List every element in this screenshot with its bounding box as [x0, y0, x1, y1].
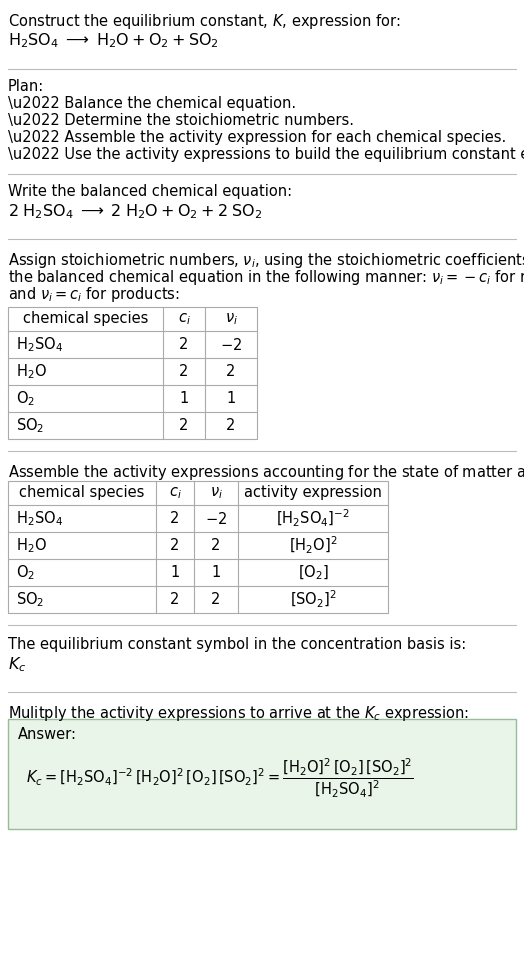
Text: \u2022 Use the activity expressions to build the equilibrium constant expression: \u2022 Use the activity expressions to b…	[8, 147, 524, 162]
Text: 1: 1	[211, 565, 221, 580]
Bar	[8, 307, 257, 439]
Text: 2: 2	[226, 418, 236, 433]
Text: Assemble the activity expressions accounting for the state of matter and $\nu_i$: Assemble the activity expressions accoun…	[8, 463, 524, 482]
Text: $\text{O}_2$: $\text{O}_2$	[16, 389, 35, 407]
Text: $\text{SO}_2$: $\text{SO}_2$	[16, 590, 45, 609]
Text: $K_c = [\text{H}_2\text{SO}_4]^{-2}\,[\text{H}_2\text{O}]^{2}\,[\text{O}_2]\,[\t: $K_c = [\text{H}_2\text{SO}_4]^{-2}\,[\t…	[26, 757, 414, 801]
Text: 2: 2	[211, 538, 221, 553]
Text: 2: 2	[211, 592, 221, 607]
Text: Mulitply the activity expressions to arrive at the $K_c$ expression:: Mulitply the activity expressions to arr…	[8, 704, 469, 723]
Text: \u2022 Assemble the activity expression for each chemical species.: \u2022 Assemble the activity expression …	[8, 130, 506, 145]
Text: $\text{H}_2\text{SO}_4 \;\longrightarrow\; \text{H}_2\text{O} + \text{O}_2 + \te: $\text{H}_2\text{SO}_4 \;\longrightarrow…	[8, 31, 219, 50]
Text: 2: 2	[179, 337, 189, 352]
Bar	[8, 481, 388, 613]
Text: $\text{H}_2\text{O}$: $\text{H}_2\text{O}$	[16, 362, 47, 381]
Text: $[\text{O}_2]$: $[\text{O}_2]$	[298, 563, 329, 581]
Text: 1: 1	[179, 391, 189, 406]
Text: $K_c$: $K_c$	[8, 655, 26, 674]
Text: \u2022 Balance the chemical equation.: \u2022 Balance the chemical equation.	[8, 96, 296, 111]
Text: 1: 1	[226, 391, 236, 406]
Text: $\text{O}_2$: $\text{O}_2$	[16, 563, 35, 581]
Text: Plan:: Plan:	[8, 79, 44, 94]
Text: $-2$: $-2$	[205, 510, 227, 527]
Text: the balanced chemical equation in the following manner: $\nu_i = -c_i$ for react: the balanced chemical equation in the fo…	[8, 268, 524, 287]
Text: 2: 2	[170, 538, 180, 553]
Text: activity expression: activity expression	[244, 485, 382, 501]
Text: chemical species: chemical species	[23, 311, 148, 327]
Text: 2: 2	[170, 511, 180, 526]
Text: $c_i$: $c_i$	[169, 485, 181, 501]
Text: $\text{SO}_2$: $\text{SO}_2$	[16, 416, 45, 434]
Text: 2: 2	[179, 418, 189, 433]
Text: $\text{H}_2\text{SO}_4$: $\text{H}_2\text{SO}_4$	[16, 335, 63, 354]
Text: $[\text{SO}_2]^{2}$: $[\text{SO}_2]^{2}$	[290, 589, 336, 610]
Text: 2: 2	[226, 364, 236, 379]
Text: $[\text{H}_2\text{O}]^{2}$: $[\text{H}_2\text{O}]^{2}$	[289, 535, 337, 556]
Text: Write the balanced chemical equation:: Write the balanced chemical equation:	[8, 184, 292, 199]
Text: 2: 2	[170, 592, 180, 607]
Text: Answer:: Answer:	[18, 727, 77, 742]
Bar	[8, 719, 516, 829]
Text: $\text{H}_2\text{SO}_4$: $\text{H}_2\text{SO}_4$	[16, 509, 63, 528]
Text: $2\; \text{H}_2\text{SO}_4 \;\longrightarrow\; 2\; \text{H}_2\text{O} + \text{O}: $2\; \text{H}_2\text{SO}_4 \;\longrighta…	[8, 202, 263, 221]
Text: 1: 1	[170, 565, 180, 580]
Text: $[\text{H}_2\text{SO}_4]^{-2}$: $[\text{H}_2\text{SO}_4]^{-2}$	[276, 508, 350, 530]
Text: $\nu_i$: $\nu_i$	[210, 485, 223, 501]
Text: chemical species: chemical species	[19, 485, 145, 501]
Text: $c_i$: $c_i$	[178, 311, 190, 327]
Text: The equilibrium constant symbol in the concentration basis is:: The equilibrium constant symbol in the c…	[8, 637, 466, 652]
Text: and $\nu_i = c_i$ for products:: and $\nu_i = c_i$ for products:	[8, 285, 180, 304]
Text: \u2022 Determine the stoichiometric numbers.: \u2022 Determine the stoichiometric numb…	[8, 113, 354, 128]
Text: $-2$: $-2$	[220, 336, 242, 353]
Text: $\text{H}_2\text{O}$: $\text{H}_2\text{O}$	[16, 536, 47, 554]
Text: $\nu_i$: $\nu_i$	[224, 311, 237, 327]
Text: Assign stoichiometric numbers, $\nu_i$, using the stoichiometric coefficients, $: Assign stoichiometric numbers, $\nu_i$, …	[8, 251, 524, 270]
Text: 2: 2	[179, 364, 189, 379]
Text: Construct the equilibrium constant, $K$, expression for:: Construct the equilibrium constant, $K$,…	[8, 12, 401, 31]
